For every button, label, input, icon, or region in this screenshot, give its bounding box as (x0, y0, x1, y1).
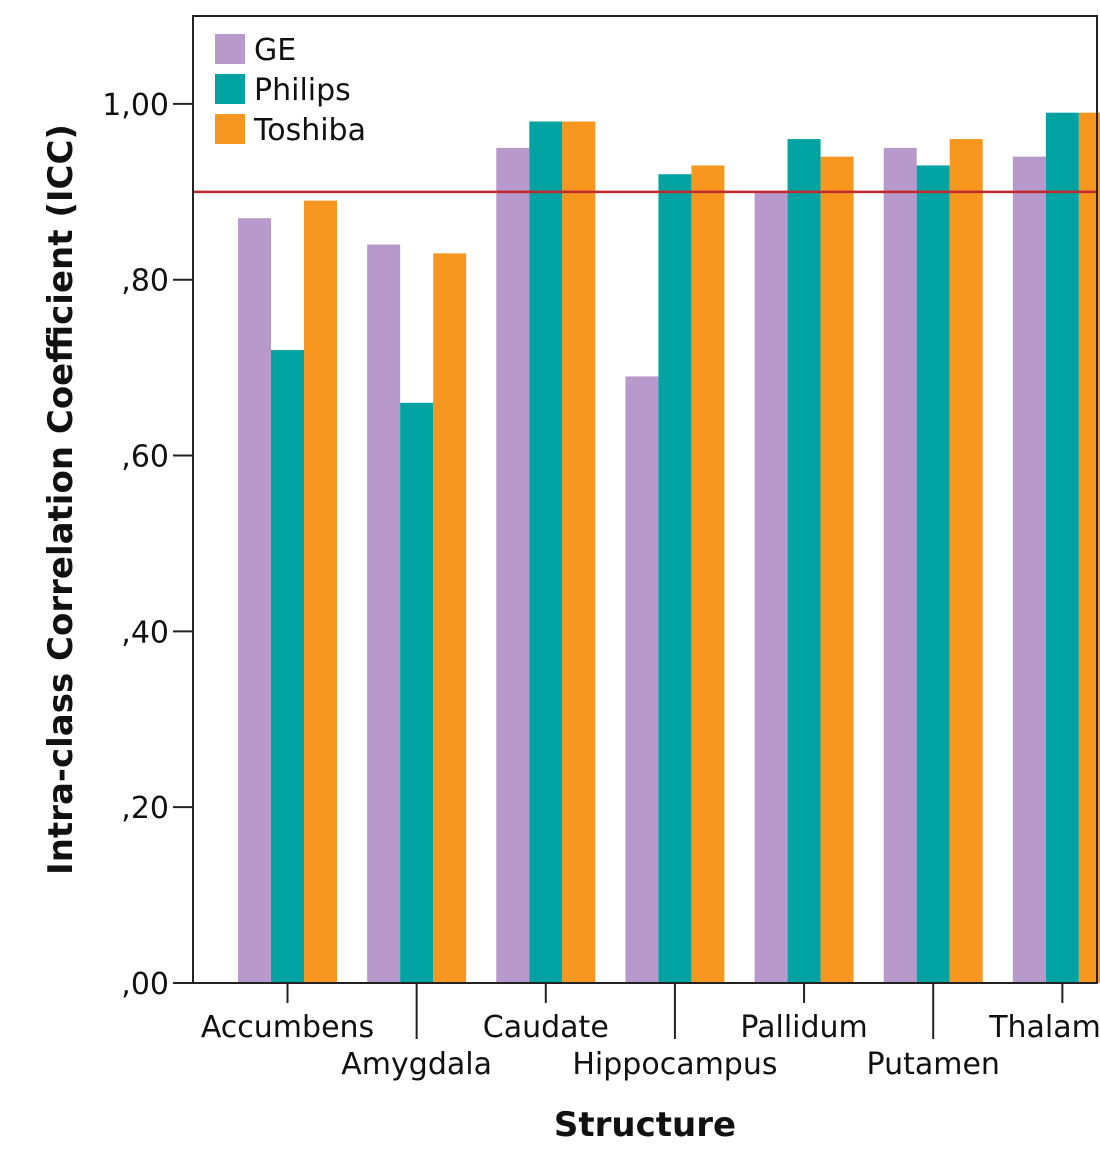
x-axis-title: Structure (554, 1105, 736, 1145)
bar-toshiba-thalamus (1078, 112, 1100, 983)
bar-philips-putamen (916, 165, 950, 984)
x-tick-label-putamen: Putamen (867, 1047, 1000, 1082)
bars-group (238, 112, 1100, 984)
bar-ge-caudate (496, 147, 530, 983)
legend-swatch-ge (215, 34, 245, 64)
legend-label-philips: Philips (254, 73, 351, 108)
y-tick-label: ,80 (121, 264, 169, 299)
bar-ge-thalamus (1012, 156, 1046, 983)
bar-ge-amygdala (367, 244, 401, 984)
legend-swatch-philips (215, 74, 245, 104)
bar-philips-thalamus (1045, 112, 1079, 983)
bar-philips-pallidum (787, 139, 821, 983)
x-tick-label-hippocampus: Hippocampus (572, 1047, 777, 1082)
x-axis: AccumbensAmygdalaCaudateHippocampusPalli… (201, 983, 1100, 1082)
bar-ge-accumbens (238, 218, 271, 983)
y-tick-label: ,40 (121, 615, 169, 650)
bar-toshiba-caudate (562, 121, 596, 983)
y-axis-title: Intra-class Correlation Coefficient (ICC… (41, 124, 81, 875)
bar-philips-caudate (529, 121, 563, 983)
bar-ge-pallidum (754, 191, 788, 983)
x-tick-label-accumbens: Accumbens (201, 1010, 374, 1045)
y-tick-label: ,60 (121, 440, 169, 475)
bar-philips-accumbens (271, 350, 304, 983)
y-axis: ,00 ,20 ,40 ,60 ,80 1,00 (102, 88, 193, 1002)
bar-toshiba-accumbens (304, 200, 337, 984)
legend-label-ge: GE (254, 33, 296, 68)
y-tick-label: ,20 (121, 791, 169, 826)
x-tick-label-caudate: Caudate (483, 1010, 609, 1045)
bar-toshiba-putamen (949, 139, 983, 983)
bar-toshiba-hippocampus (691, 165, 725, 984)
bar-philips-amygdala (400, 402, 434, 983)
bar-ge-putamen (883, 147, 917, 983)
x-tick-label-thalamus: Thalamus (988, 1010, 1100, 1045)
bar-philips-hippocampus (658, 174, 692, 984)
bar-ge-hippocampus (625, 376, 659, 984)
plot-frame (192, 15, 1098, 984)
x-tick-label-pallidum: Pallidum (740, 1010, 867, 1045)
y-tick-label: 1,00 (102, 88, 169, 123)
y-tick-label: ,00 (121, 967, 169, 1002)
legend-swatch-toshiba (215, 114, 245, 144)
x-tick-label-amygdala: Amygdala (341, 1047, 492, 1082)
bar-toshiba-pallidum (820, 156, 854, 983)
bar-toshiba-amygdala (433, 253, 467, 983)
legend-label-toshiba: Toshiba (253, 113, 366, 148)
legend: GE Philips Toshiba (215, 33, 366, 148)
